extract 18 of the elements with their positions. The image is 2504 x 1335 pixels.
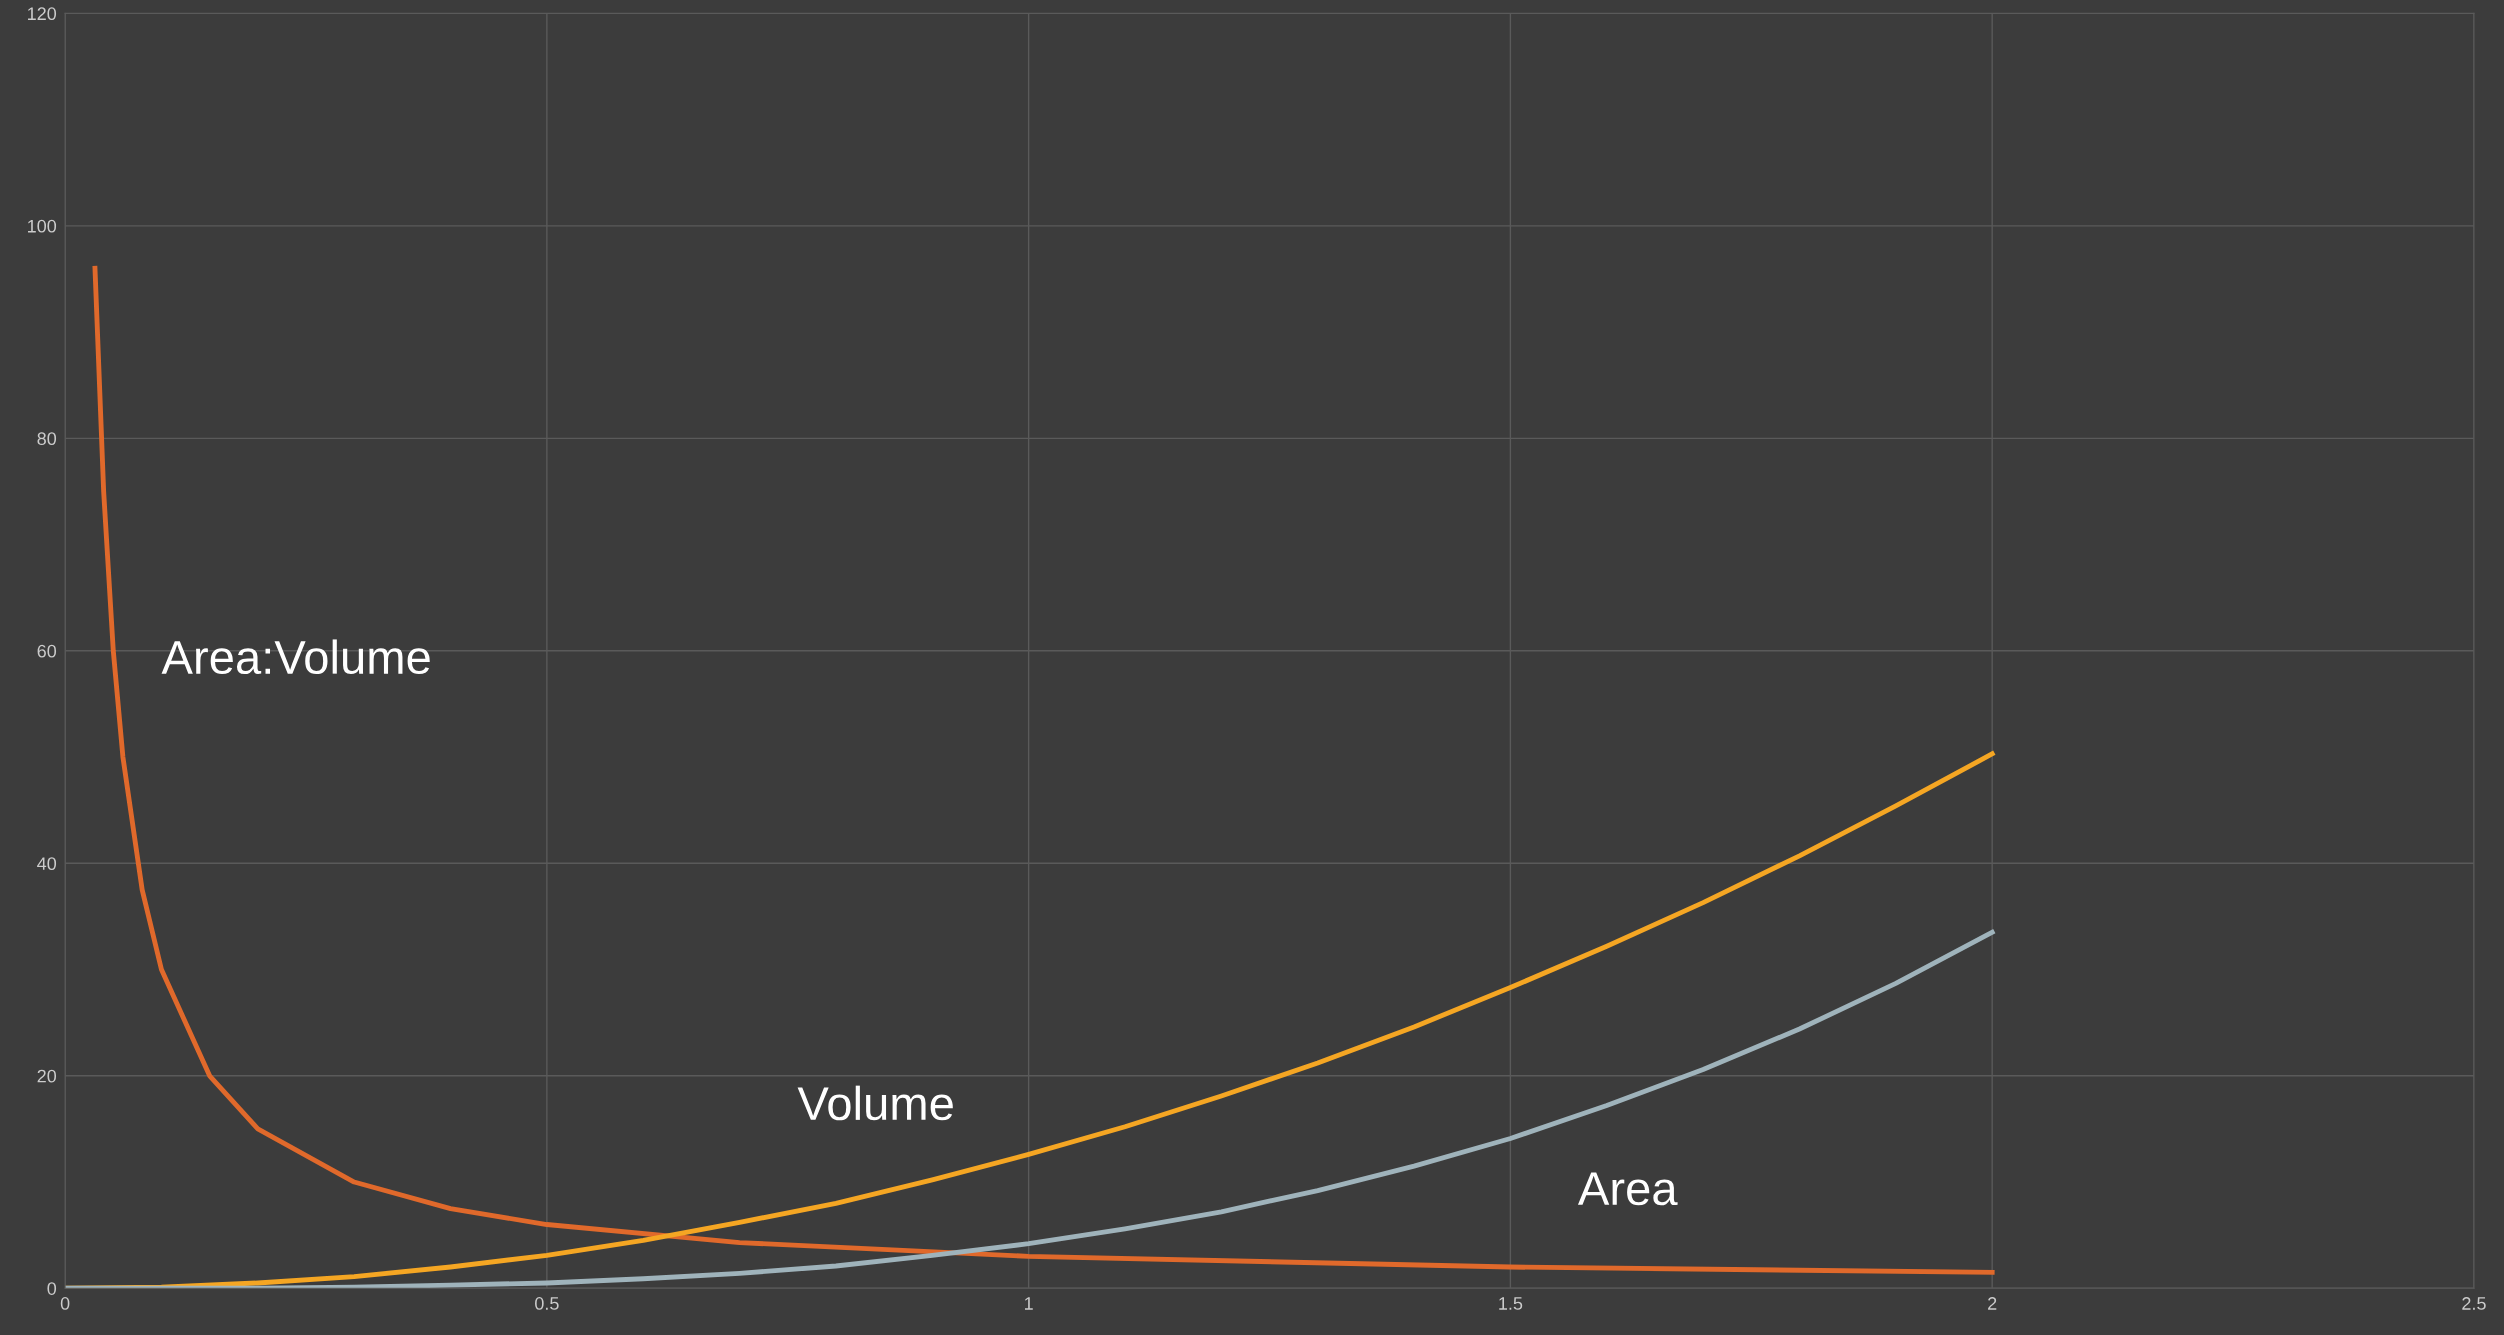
y-tick-label: 120 xyxy=(28,7,57,21)
series-label: Area:Volume xyxy=(161,639,430,675)
y-tick-label: 60 xyxy=(37,644,57,658)
x-tick-label: 1 xyxy=(1025,1297,1033,1310)
series-label: Volume xyxy=(797,1085,953,1121)
line-series xyxy=(92,265,1995,1275)
x-tick-label: 0 xyxy=(60,1297,70,1310)
y-tick-label: 0 xyxy=(47,1282,57,1295)
series-label: Area xyxy=(1577,1172,1678,1206)
x-tick-label: 1.5 xyxy=(1499,1297,1523,1310)
y-tick-label: 100 xyxy=(28,219,57,233)
line-series xyxy=(65,929,1995,1289)
y-tick-label: 20 xyxy=(37,1069,57,1083)
y-tick-label: 80 xyxy=(37,432,57,446)
x-tick-label: 0.5 xyxy=(535,1297,559,1310)
x-tick-label: 2.5 xyxy=(2462,1297,2486,1310)
x-tick-label: 2 xyxy=(1988,1297,1997,1310)
y-tick-label: 40 xyxy=(37,857,57,871)
